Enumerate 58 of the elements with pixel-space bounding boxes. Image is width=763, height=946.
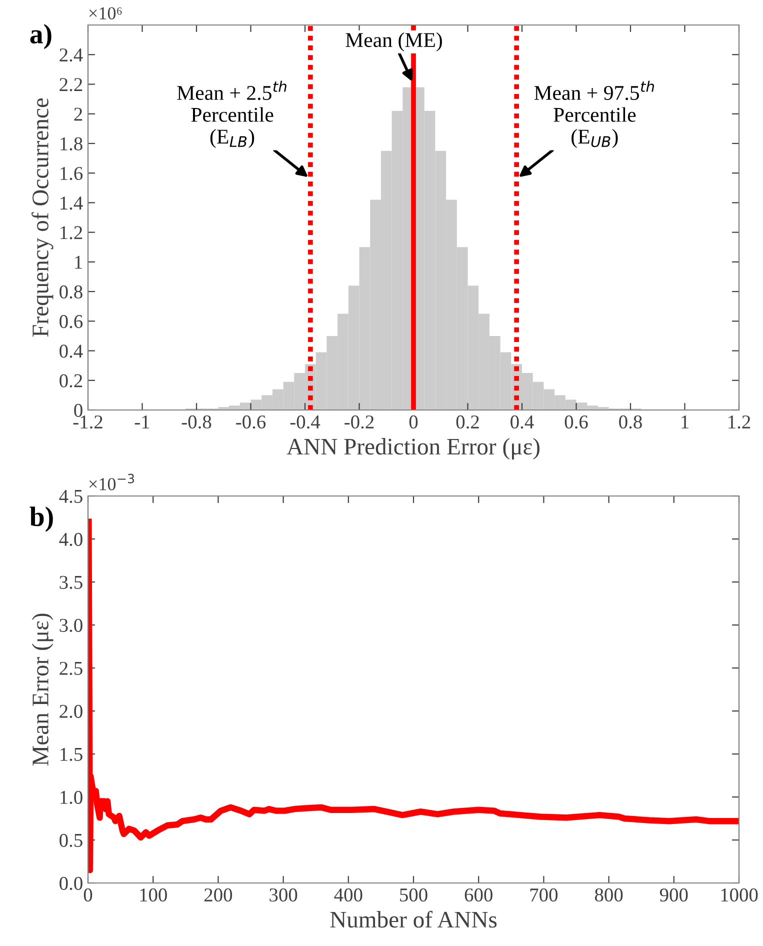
x-tick-label: 0.8 — [619, 415, 642, 429]
x-axis-title: ANN Prediction Error (με) — [286, 438, 540, 460]
y-tick-label: 1.6 — [60, 166, 83, 180]
x-tick-label: 1.2 — [728, 415, 750, 429]
y-tick-label: 0.8 — [60, 285, 82, 299]
y-tick-label: 2.4 — [60, 48, 83, 62]
y-tick-label: 0.5 — [60, 834, 82, 848]
x-tick-label: -1 — [134, 416, 150, 428]
x-tick-label: 0.4 — [510, 415, 534, 429]
x-tick-label: 200 — [204, 888, 232, 902]
x-axis-title: Number of ANNs — [330, 910, 497, 928]
x-tick-label: 600 — [464, 888, 492, 902]
y-tick-label: 1.2 — [60, 226, 82, 240]
y-tick-label: 2.5 — [60, 662, 82, 676]
x-tick-label: 500 — [400, 888, 428, 902]
y-tick-label: 0.2 — [60, 374, 82, 388]
x-tick-label: -0.6 — [236, 415, 266, 429]
y-tick-label: 1 — [75, 256, 82, 269]
x-tick-label: -0.2 — [344, 415, 374, 429]
annotation: Mean + 97.5$^{th}$ Percentile (E$_{UB}$) — [534, 80, 654, 148]
x-tick-label: 1 — [682, 416, 688, 428]
y-tick-label: 0.0 — [60, 876, 82, 890]
text: a) — [30, 24, 52, 50]
y-tick-label: 1.0 — [60, 790, 82, 804]
x-tick-label: 0 — [409, 415, 418, 429]
y-tick-label: 4.0 — [59, 532, 82, 546]
y-tick-label: 2.2 — [60, 78, 82, 92]
x-tick-label: 700 — [530, 888, 558, 902]
x-tick-label: -1.2 — [73, 415, 102, 429]
text: b) — [30, 506, 53, 532]
x-tick-label: 400 — [334, 888, 362, 902]
y-tick-label: 2.0 — [60, 704, 82, 718]
text: ×10⁶ — [89, 7, 122, 20]
y-tick-label: 1.4 — [60, 196, 83, 210]
annotation: Mean (ME) — [346, 32, 442, 52]
x-tick-label: 0 — [84, 888, 92, 902]
x-tick-label: 1000 — [721, 888, 758, 902]
y-tick-label: 0.6 — [60, 314, 83, 328]
x-tick-label: 300 — [270, 888, 298, 902]
y-axis-title: Frequency of Occurrence — [32, 98, 54, 337]
x-tick-label: 0.2 — [456, 415, 479, 429]
text: ×10$^{−3}$ — [89, 474, 134, 490]
y-axis-title: Mean Error (με) — [32, 614, 54, 766]
y-tick-label: 3.5 — [60, 576, 82, 590]
x-tick-label: 900 — [660, 888, 688, 902]
y-tick-label: 1.5 — [60, 748, 82, 762]
x-tick-label: 800 — [594, 888, 623, 902]
x-tick-label: 0.6 — [564, 415, 588, 429]
y-tick-label: 1.8 — [60, 137, 82, 150]
y-tick-label: 0.4 — [60, 344, 83, 358]
x-tick-label: -0.8 — [182, 415, 212, 429]
y-tick-label: 2 — [74, 108, 82, 121]
y-tick-label: 4.5 — [59, 490, 82, 504]
y-tick-label: 0 — [74, 404, 82, 417]
y-tick-label: 3.0 — [60, 618, 82, 632]
x-tick-label: -0.4 — [290, 415, 320, 429]
x-tick-label: 100 — [140, 888, 167, 902]
annotation: Mean + 2.5$^{th}$ Percentile (E$_{LB}$) — [177, 80, 286, 148]
